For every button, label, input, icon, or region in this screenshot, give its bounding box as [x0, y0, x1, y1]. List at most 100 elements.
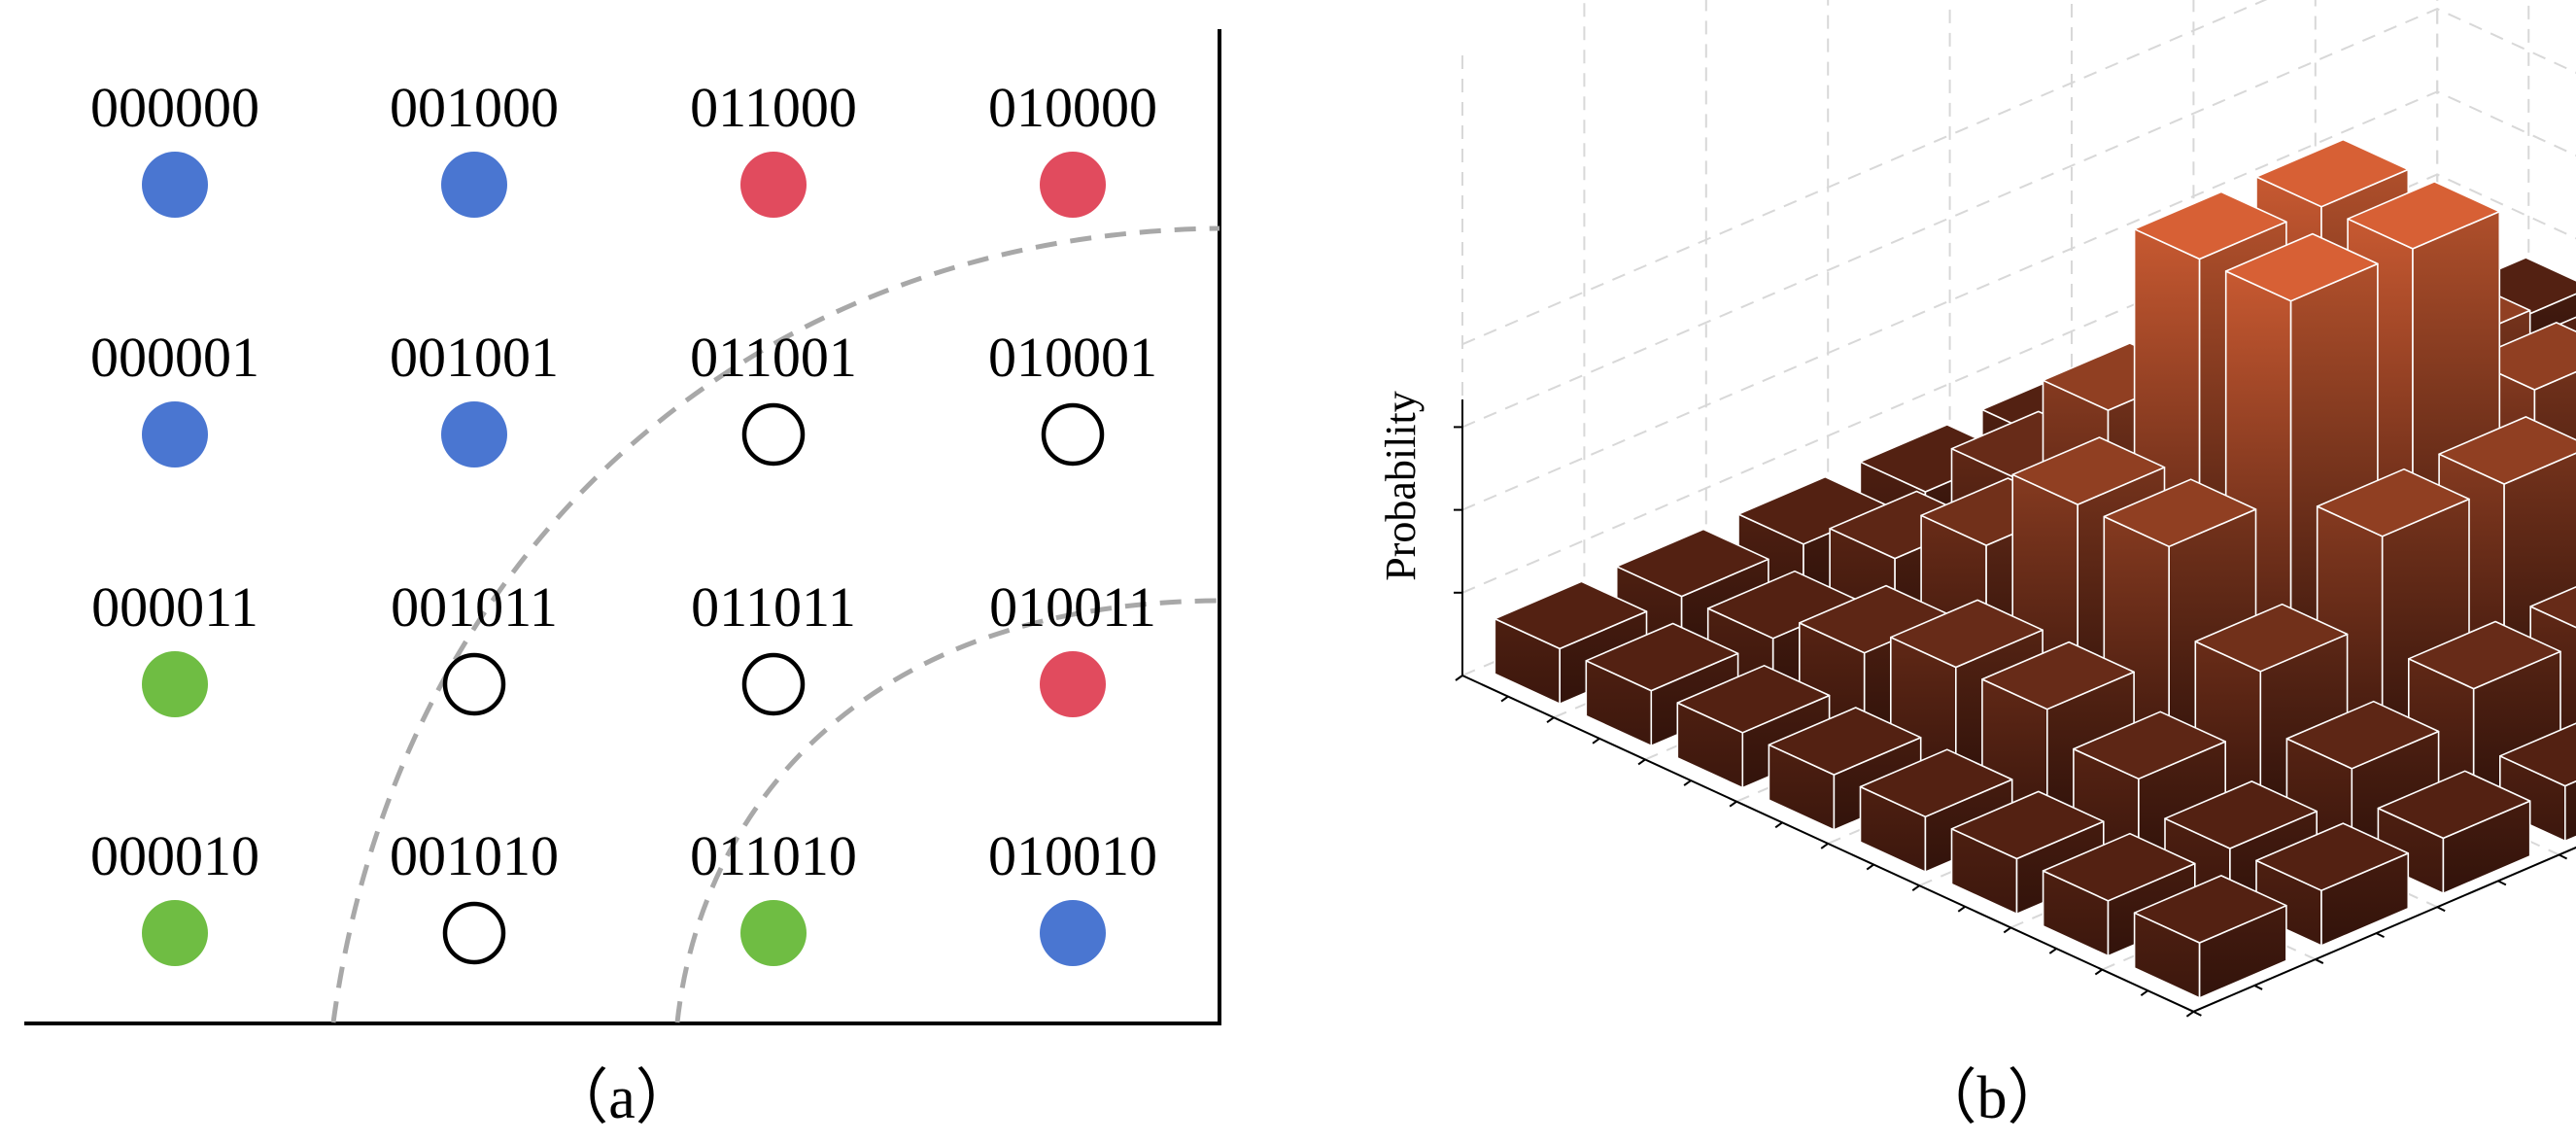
panel-b-axes [1454, 399, 2576, 1018]
point-label: 000000 [90, 76, 259, 139]
point-label: 000011 [91, 575, 258, 639]
point-marker-blue [1040, 900, 1106, 966]
point-marker-blue [441, 152, 507, 218]
bar-top-face [2468, 322, 2576, 391]
y-tick [2315, 958, 2324, 964]
bar-top-face [2347, 181, 2501, 250]
panel-b-bar3d: Probability （b） [1377, 0, 2576, 1131]
y-tick [2376, 932, 2385, 939]
bar-top-face [1950, 790, 2105, 860]
point-label: 001010 [390, 824, 559, 887]
bar-top-face [2285, 700, 2440, 770]
bar-top-face [2133, 190, 2287, 260]
bar-top-face [2255, 822, 2410, 892]
y-axis [2193, 846, 2576, 1013]
y-tick [2192, 1010, 2202, 1017]
bar-top-face [2377, 770, 2531, 840]
point-label: 001001 [390, 326, 559, 389]
point-marker-red [1040, 152, 1106, 218]
bar-top-face [1981, 641, 2135, 710]
y-tick [2253, 985, 2263, 990]
x-tick [2048, 948, 2057, 954]
bar-top-face [1890, 599, 2044, 669]
x-tick [2003, 926, 2011, 934]
point-label: 010011 [989, 575, 1156, 639]
bar-top-face [1494, 580, 1648, 650]
x-tick [1911, 884, 1920, 891]
bar-1-7 [2255, 822, 2410, 947]
bar-3-7 [2499, 722, 2576, 843]
bar-top-face [1615, 528, 1769, 598]
point-label: 011011 [691, 575, 856, 639]
bar-top-face [2103, 478, 2257, 548]
point-label: 010001 [988, 326, 1157, 389]
bar-top-face [2194, 603, 2349, 673]
bar-top-face [2499, 722, 2576, 787]
x-tick [1820, 843, 1829, 849]
point-marker-green [740, 900, 807, 966]
bar-top-face [2438, 416, 2576, 485]
decision-boundary-inner [674, 598, 1220, 1023]
bar-top-face [2133, 875, 2287, 944]
grid-line [1461, 0, 2268, 346]
grid-line [1461, 8, 2576, 429]
panel-b-zlabel: Probability [1377, 391, 1425, 581]
point-label: 001011 [391, 575, 558, 639]
point-label: 000001 [90, 326, 259, 389]
point-label: 010000 [988, 76, 1157, 139]
y-tick [2559, 853, 2568, 860]
y-tick [2497, 880, 2507, 886]
x-tick [1774, 821, 1783, 829]
point-marker-blue [441, 401, 507, 468]
panel-b-bars [1494, 138, 2576, 999]
x-tick [2185, 1011, 2194, 1018]
x-tick [2140, 989, 2148, 997]
grid-line [1461, 90, 2576, 511]
x-tick [2094, 968, 2103, 976]
bar-top-face [1676, 664, 1831, 734]
bar-top-face [2408, 620, 2561, 690]
x-tick [1683, 779, 1692, 786]
panel-a-scatter: 000000 001000 011000 010000 000001 001001 0110… [24, 29, 1221, 1131]
point-marker-red [740, 152, 807, 218]
bar-top-face [2224, 232, 2379, 302]
point-marker-empty [741, 402, 806, 467]
point-label: 000010 [90, 824, 259, 887]
x-tick [1866, 863, 1874, 871]
bar-top-face [1585, 622, 1739, 692]
bar-top-face [2011, 436, 2166, 505]
bar-side-face [2564, 779, 2576, 843]
x-tick [1500, 695, 1509, 703]
bar-top-face [1859, 748, 2013, 818]
panel-a-caption: （a） [548, 1065, 696, 1131]
bar-top-face [2073, 710, 2226, 780]
grid-line [1461, 173, 2576, 594]
point-marker-empty [442, 652, 506, 716]
bar-2-7 [2377, 770, 2531, 895]
point-marker-blue [142, 152, 208, 218]
point-label: 011010 [690, 824, 857, 887]
bar-top-face [2042, 832, 2196, 902]
point-marker-blue [142, 401, 208, 468]
point-marker-empty [442, 901, 506, 965]
x-tick [1957, 905, 1966, 913]
x-tick [1729, 800, 1737, 808]
bar-top-face [2316, 468, 2470, 537]
panel-a-points: 000000 001000 011000 010000 000001 001001 0110… [90, 76, 1157, 966]
point-marker-empty [741, 652, 806, 716]
y-tick [2436, 906, 2446, 913]
panel-b-caption: （b） [1916, 1065, 2067, 1131]
bar-0-0 [1494, 580, 1648, 706]
x-tick [1546, 716, 1555, 724]
decision-boundary-outer [330, 225, 1220, 1023]
point-label: 011000 [690, 76, 857, 139]
bar-top-face [2255, 138, 2410, 208]
point-marker-green [142, 900, 208, 966]
x-tick [1637, 758, 1646, 766]
point-label: 011001 [690, 326, 857, 389]
bar-0-7 [2133, 875, 2287, 999]
x-tick [1455, 675, 1463, 681]
point-label: 010010 [988, 824, 1157, 887]
point-marker-red [1040, 651, 1106, 717]
